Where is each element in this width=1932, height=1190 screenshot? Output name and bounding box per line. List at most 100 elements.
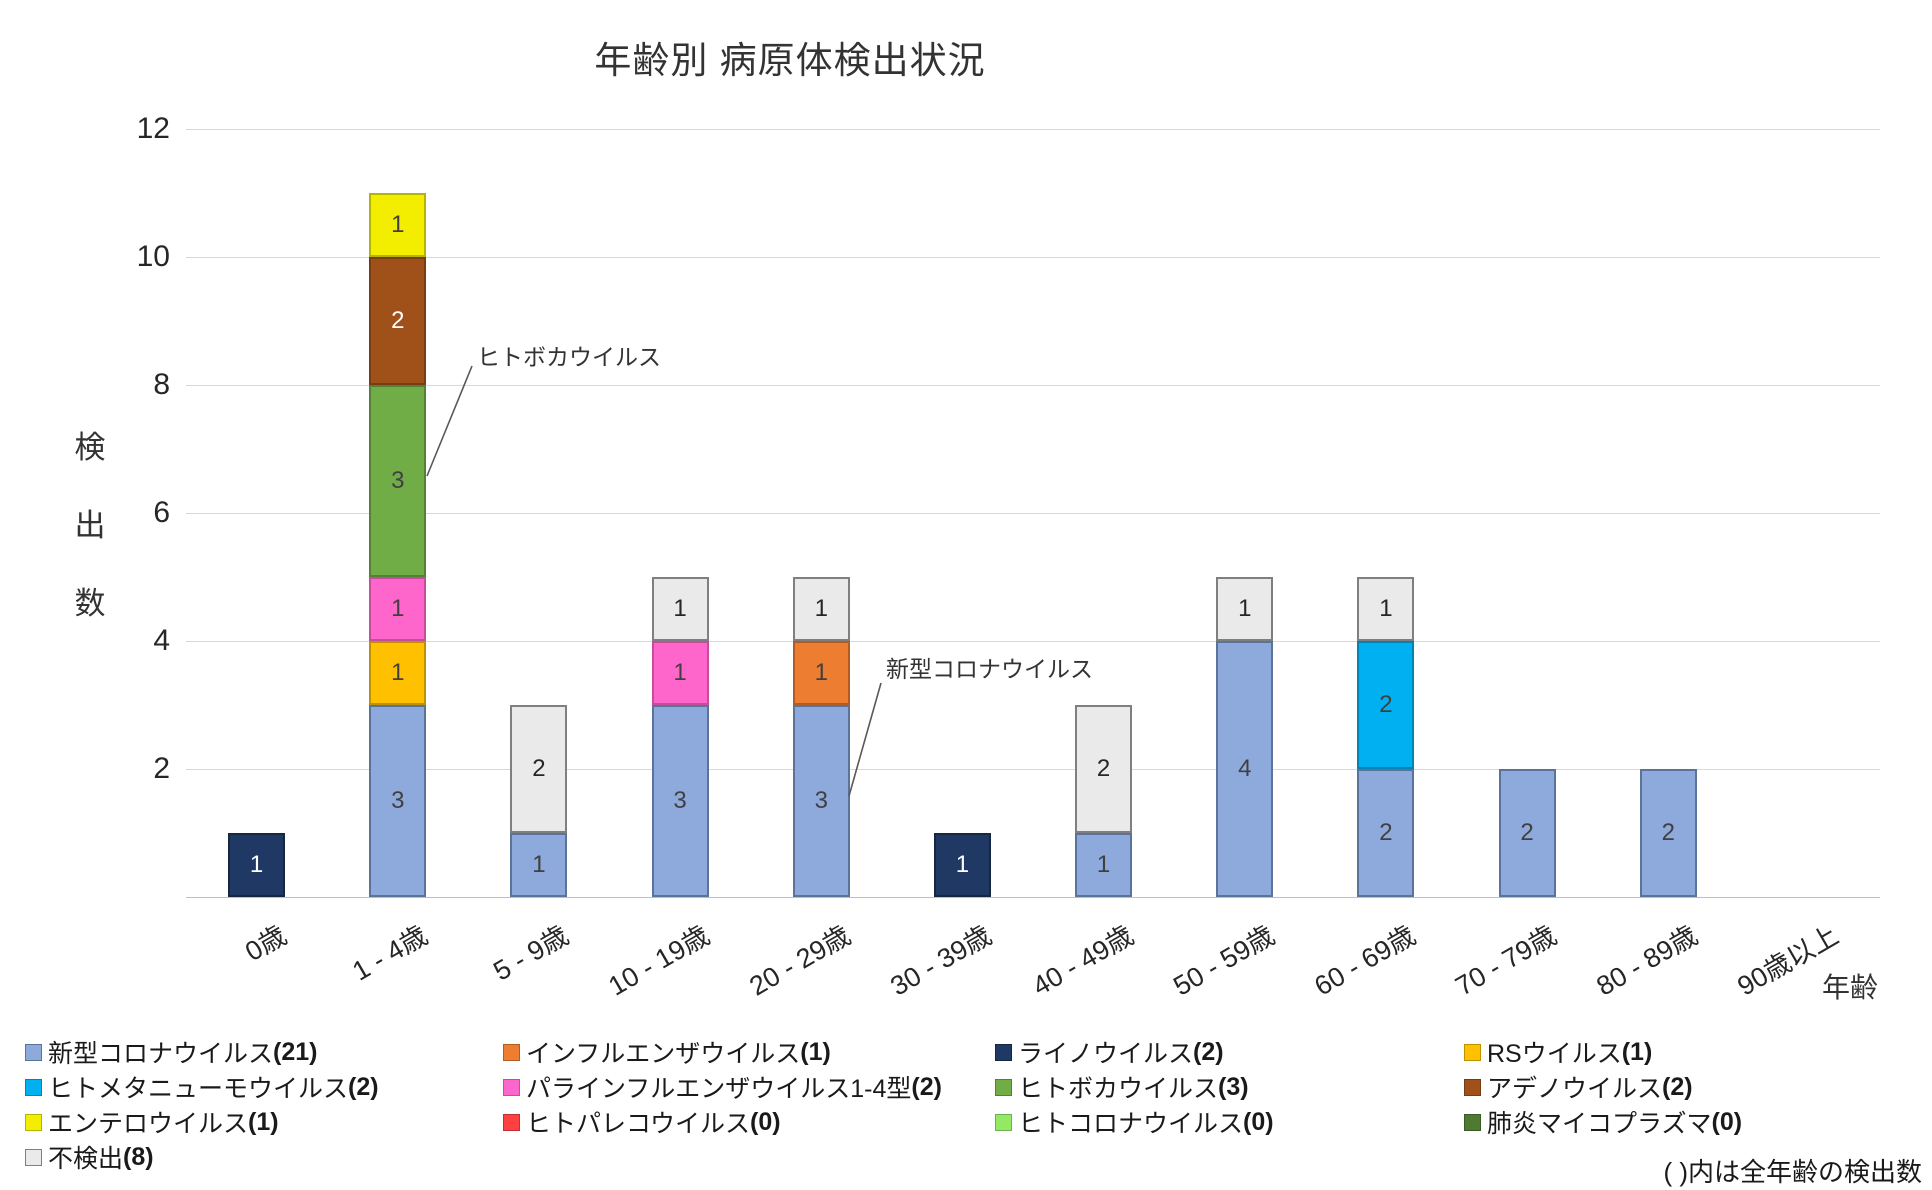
bar-segment-1 - 4歳-series-3: 1 [369, 641, 427, 705]
bar-segment-60 - 69歳-series-12: 1 [1357, 577, 1415, 641]
legend-swatch [1464, 1043, 1481, 1061]
gridline [186, 385, 1880, 386]
bar-value-label: 2 [1661, 819, 1675, 846]
legend-count: (8) [123, 1142, 154, 1171]
bar-value-label: 1 [955, 851, 970, 878]
bar-segment-60 - 69歳-series-4: 2 [1357, 641, 1415, 769]
bar-value-label: 1 [391, 211, 405, 238]
x-axis-tick-label: 10 - 19歳 [603, 920, 715, 1002]
x-axis-line [186, 897, 1880, 898]
bar-segment-40 - 49歳-series-12: 2 [1075, 705, 1133, 833]
legend-label: インフルエンザウイルス [526, 1040, 801, 1068]
legend-swatch [25, 1043, 42, 1061]
legend-count: (1) [800, 1037, 831, 1066]
bar-value-label: 1 [673, 595, 687, 622]
bar-value-label: 1 [391, 659, 405, 686]
bar-segment-40 - 49歳-series-0: 1 [1075, 833, 1133, 897]
y-axis-tick-label: 6 [153, 496, 170, 529]
legend-count: (2) [1662, 1072, 1693, 1101]
bar-value-label: 4 [1238, 755, 1252, 782]
legend-count: (0) [1711, 1107, 1743, 1136]
bar-segment-0歳-series-2: 1 [228, 833, 286, 897]
legend-swatch [1464, 1078, 1481, 1096]
legend-count: (3) [1218, 1072, 1249, 1101]
bar-segment-20 - 29歳-series-12: 1 [792, 577, 850, 641]
legend-swatch [995, 1078, 1012, 1096]
legend-swatch [503, 1043, 520, 1061]
legend-label: 新型コロナウイルス [48, 1040, 274, 1068]
legend-count: (2) [348, 1072, 379, 1101]
legend-item-5: パラインフルエンザウイルス1-4型 (2) [503, 1069, 942, 1105]
bar-value-label: 2 [1379, 691, 1393, 718]
legend-label: 肺炎マイコプラズマ [1487, 1110, 1712, 1138]
x-axis-tick-label: 30 - 39歳 [885, 920, 997, 1002]
bar-segment-80 - 89歳-series-0: 2 [1639, 769, 1697, 897]
gridline [186, 257, 1880, 258]
x-axis-tick-label: 0歳 [239, 920, 292, 968]
bar-segment-60 - 69歳-series-0: 2 [1357, 769, 1415, 897]
legend-item-3: RSウイルス (1) [1464, 1034, 1652, 1070]
bar-value-label: 2 [1096, 755, 1111, 782]
bar-value-label: 1 [814, 659, 828, 686]
legend-item-6: ヒトボカウイルス (3) [995, 1069, 1249, 1105]
legend-swatch [995, 1113, 1012, 1131]
legend-swatch [503, 1078, 520, 1096]
legend-swatch [503, 1113, 520, 1131]
legend-count: (21) [273, 1037, 318, 1066]
bar-value-label: 3 [391, 467, 405, 494]
y-axis-tick-label: 10 [136, 240, 170, 273]
legend-label: ヒトボカウイルス [1018, 1075, 1219, 1103]
legend-label: ヒトメタニューモウイルス [48, 1075, 349, 1103]
bar-value-label: 2 [391, 307, 405, 334]
y-axis-tick-label: 4 [153, 624, 170, 657]
bar-value-label: 1 [673, 659, 687, 686]
legend-label: ヒトコロナウイルス [1018, 1110, 1244, 1138]
legend-count: (1) [248, 1107, 279, 1136]
legend-label: ヒトパレコウイルス [526, 1110, 751, 1138]
legend-count: (1) [1621, 1037, 1653, 1066]
bar-value-label: 2 [532, 755, 546, 782]
bar-value-label: 1 [1238, 595, 1252, 622]
annotation-label: ヒトボカウイルス [477, 344, 661, 370]
bar-segment-70 - 79歳-series-0: 2 [1498, 769, 1556, 897]
y-axis-tick-label: 2 [153, 752, 170, 785]
bar-value-label: 1 [391, 595, 405, 622]
x-axis-tick-label: 20 - 29歳 [744, 920, 856, 1002]
y-axis-tick-label: 8 [153, 368, 170, 401]
bar-segment-50 - 59歳-series-0: 4 [1216, 641, 1274, 897]
bar-segment-10 - 19歳-series-12: 1 [651, 577, 709, 641]
gridline [186, 641, 1880, 642]
bar-segment-5 - 9歳-series-0: 1 [510, 833, 568, 897]
legend-label: アデノウイルス [1487, 1075, 1663, 1103]
x-axis-tick-label: 80 - 89歳 [1591, 920, 1703, 1002]
legend-label: 不検出 [48, 1145, 124, 1173]
bar-value-label: 3 [673, 787, 687, 814]
legend-label: パラインフルエンザウイルス1-4型 [526, 1075, 912, 1103]
bar-value-label: 1 [1379, 595, 1393, 622]
bar-segment-20 - 29歳-series-1: 1 [792, 641, 850, 705]
bar-segment-20 - 29歳-series-0: 3 [792, 705, 850, 897]
legend-count: (0) [1243, 1107, 1274, 1136]
bar-segment-5 - 9歳-series-12: 2 [510, 705, 568, 833]
bar-segment-10 - 19歳-series-5: 1 [651, 641, 709, 705]
legend-label: エンテロウイルス [48, 1110, 249, 1138]
y-axis-title-char: 数 [74, 586, 106, 621]
y-axis-tick-label: 12 [136, 112, 170, 145]
gridline [186, 769, 1880, 770]
legend-count: (2) [911, 1072, 942, 1101]
legend-item-10: ヒトコロナウイルス (0) [995, 1104, 1274, 1140]
x-axis-title: 年齢 [1822, 972, 1879, 1003]
legend-label: RSウイルス [1487, 1040, 1622, 1068]
legend-label: ライノウイルス [1018, 1040, 1194, 1068]
chart-title: 年齢別 病原体検出状況 [594, 40, 986, 81]
y-axis-title-char: 出 [74, 508, 106, 543]
bar-value-label: 3 [814, 787, 828, 814]
x-axis-tick-label: 5 - 9歳 [488, 920, 574, 987]
annotation-leader-line [848, 682, 882, 797]
y-axis-title: 検出数 [66, 409, 114, 643]
bar-value-label: 1 [249, 851, 264, 878]
bar-value-label: 1 [1096, 851, 1111, 878]
legend-item-2: ライノウイルス (2) [995, 1034, 1224, 1070]
gridline [186, 129, 1880, 130]
